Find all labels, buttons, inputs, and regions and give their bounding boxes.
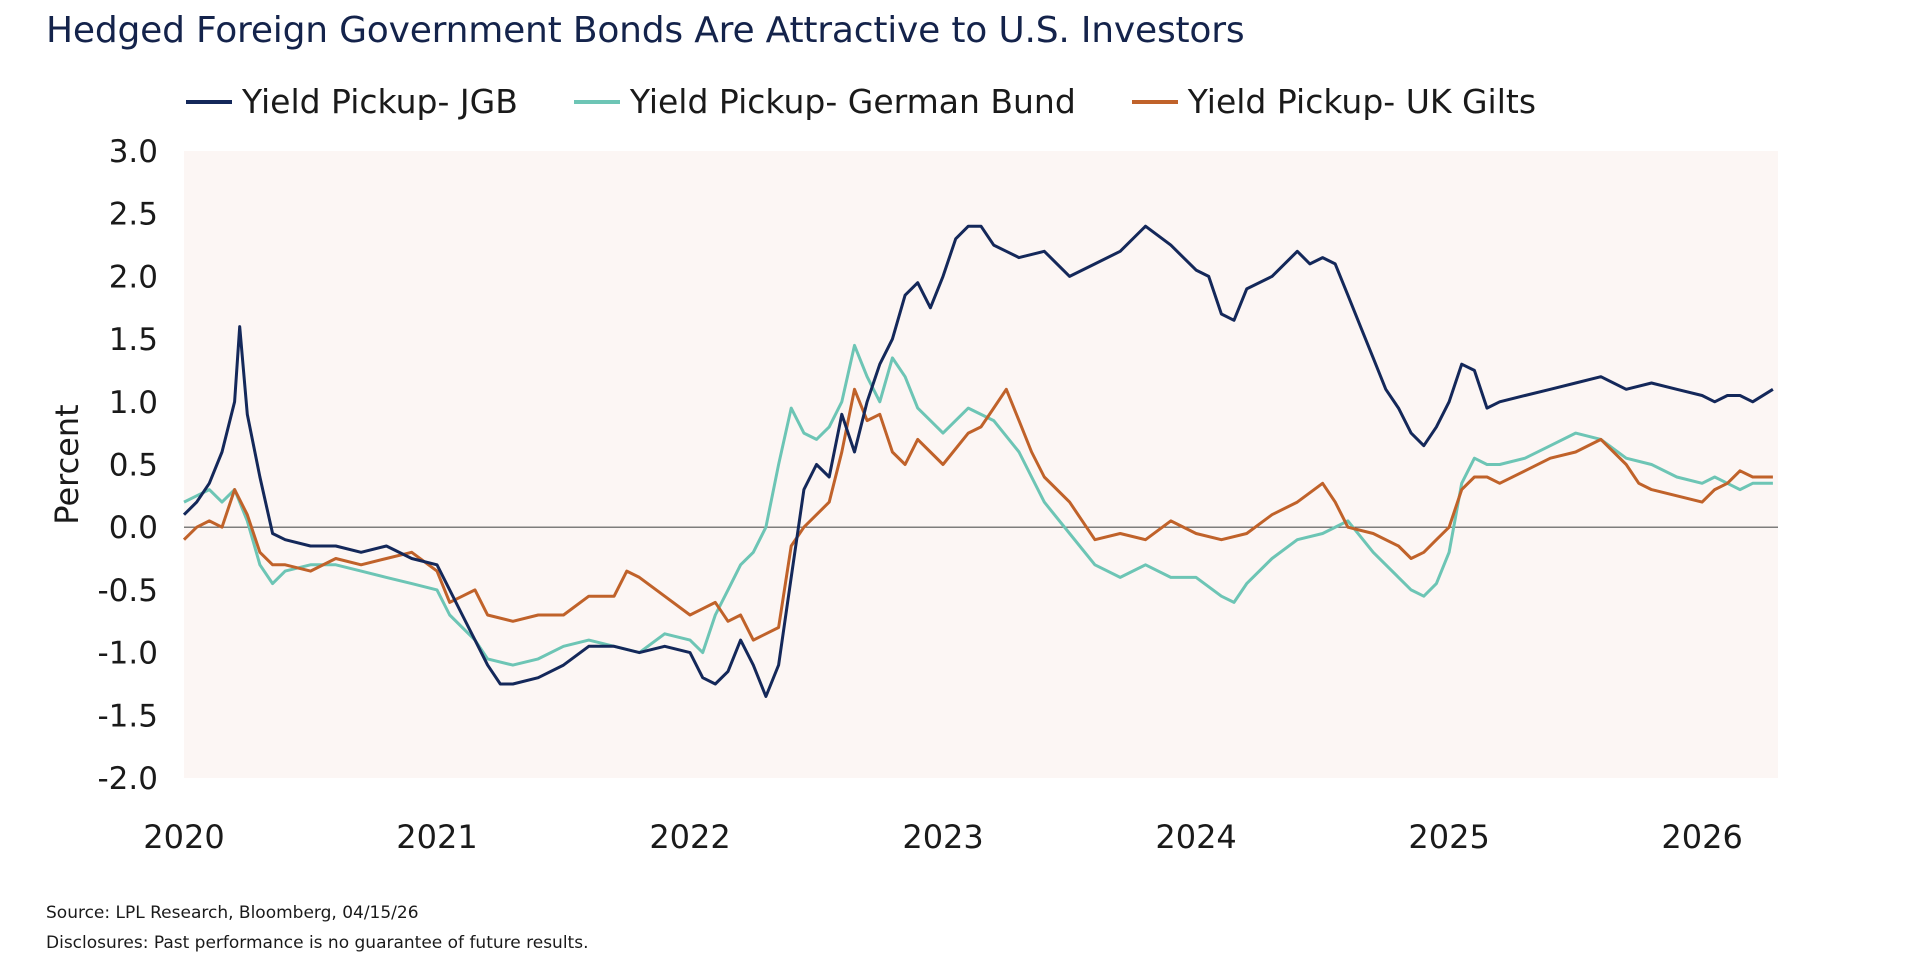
disclosure-note: Disclosures: Past performance is no guar… — [46, 933, 589, 953]
x-tick-label: 2023 — [902, 818, 983, 856]
legend-item-bund: Yield Pickup- German Bund — [573, 82, 1076, 121]
series-line-jgb — [182, 224, 1774, 698]
x-tick-label: 2021 — [396, 818, 477, 856]
legend-swatch-bund — [573, 99, 620, 104]
line-chart: 3.0 2.5 2.0 1.5 1.0 0.5 0.0 -0.5 -1.0 -1.5 -2.0 202… — [48, 134, 1778, 856]
x-tick-label: 2025 — [1408, 818, 1489, 856]
y-tick-label: -2.0 — [98, 761, 159, 797]
legend-swatch-gilts — [1131, 99, 1178, 104]
x-tick-label: 2022 — [649, 818, 730, 856]
y-tick-label: -1.0 — [98, 636, 159, 672]
y-tick-label: 2.5 — [109, 197, 158, 233]
legend-item-jgb: Yield Pickup- JGB — [186, 82, 518, 121]
legend-label-jgb: Yield Pickup- JGB — [242, 82, 518, 121]
legend-swatch-jgb — [186, 99, 232, 104]
x-tick-label: 2026 — [1661, 818, 1742, 856]
source-note: Source: LPL Research, Bloomberg, 04/15/2… — [46, 903, 419, 923]
y-tick-label: 0.0 — [109, 510, 158, 546]
plot-area — [184, 151, 1778, 778]
chart-title: Hedged Foreign Government Bonds Are Attr… — [46, 10, 1245, 51]
legend-label-bund: Yield Pickup- German Bund — [629, 82, 1076, 121]
y-tick-label: -1.5 — [98, 698, 159, 734]
series-line-gilts — [182, 387, 1773, 642]
y-tick-label: 3.0 — [109, 134, 158, 170]
y-tick-label: 1.5 — [109, 322, 158, 358]
x-tick-label: 2024 — [1155, 818, 1236, 856]
chart-legend: Yield Pickup- JGB Yield Pickup- German B… — [186, 82, 1592, 121]
legend-label-gilts: Yield Pickup- UK Gilts — [1187, 82, 1537, 121]
x-tick-label: 2020 — [143, 818, 224, 856]
y-tick-label: 2.0 — [109, 259, 158, 295]
y-tick-label: 0.5 — [109, 448, 158, 484]
y-tick-label: 1.0 — [109, 385, 158, 421]
series-line-bund — [183, 343, 1773, 667]
legend-item-gilts: Yield Pickup- UK Gilts — [1131, 82, 1537, 121]
y-axis-label: Percent — [48, 404, 86, 524]
y-tick-label: -0.5 — [98, 573, 159, 609]
